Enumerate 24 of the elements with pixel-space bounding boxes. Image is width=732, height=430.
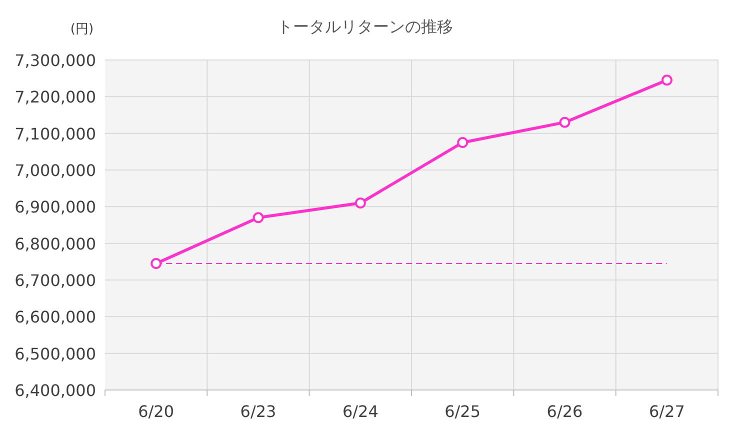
x-tick-label: 6/25 xyxy=(444,402,481,421)
y-tick-label: 7,000,000 xyxy=(14,161,96,180)
chart-title: トータルリターンの推移 xyxy=(277,17,453,36)
y-tick-label: 6,500,000 xyxy=(14,344,96,364)
y-tick-label: 6,700,000 xyxy=(14,271,96,290)
point xyxy=(252,212,264,224)
point xyxy=(559,116,570,128)
y-tick-label: 6,400,000 xyxy=(14,381,96,400)
x-tick-label: 6/26 xyxy=(546,402,583,421)
y-tick-label: 6,800,000 xyxy=(14,234,96,254)
point xyxy=(150,258,162,269)
x-tick-label: 6/23 xyxy=(240,402,276,421)
y-tick-label: 6,900,000 xyxy=(14,198,96,217)
x-tick-label: 6/20 xyxy=(138,402,174,421)
y-tick-label: 7,300,000 xyxy=(14,51,96,70)
point xyxy=(354,198,366,208)
x-tick-label: 6/24 xyxy=(342,402,378,421)
y-axis-title: (円) xyxy=(70,22,94,37)
y-tick-label: 7,100,000 xyxy=(14,124,96,144)
point xyxy=(457,137,468,148)
y-tick-label: 7,200,000 xyxy=(14,88,96,107)
point xyxy=(661,74,672,86)
y-tick-label: 6,600,000 xyxy=(14,308,96,327)
x-tick-label: 6/27 xyxy=(648,402,685,421)
